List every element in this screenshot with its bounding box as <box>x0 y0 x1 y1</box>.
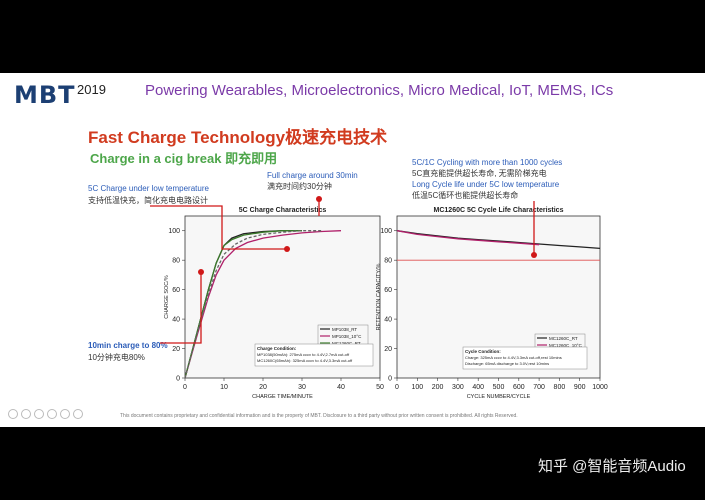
series-line <box>184 230 302 379</box>
year-label: 2019 <box>77 82 106 97</box>
x-tick-label: 50 <box>376 384 384 391</box>
condition-line: Charge: 325mA cccv to 4.4V,3.3mA cut-off… <box>465 355 562 360</box>
y-tick-label: 40 <box>172 317 180 324</box>
mbt-logo: MBT <box>14 81 76 109</box>
legend-label: MP1038_RT <box>332 327 357 332</box>
series-line <box>396 230 540 246</box>
x-tick-label: 800 <box>554 384 566 391</box>
y-tick-label: 0 <box>176 376 180 383</box>
presentation-slide: MBT 2019 Powering Wearables, Microelectr… <box>0 73 705 427</box>
condition-box <box>254 343 374 367</box>
next-icon[interactable] <box>21 409 31 419</box>
full-charge-note-cn: 满充时间约30分钟 <box>267 182 332 191</box>
condition-box <box>462 346 588 370</box>
y-tick-label: 80 <box>384 258 392 265</box>
chart-2: MC1260C 5C Cycle Life Characteristics 0 20… <box>376 207 608 400</box>
callout-line <box>160 272 202 344</box>
series-line <box>396 230 601 250</box>
ten-min-note-cn: 10分钟充电80% <box>88 353 145 362</box>
prev-icon[interactable] <box>8 409 18 419</box>
legend-label: MC1260C_RT <box>332 341 361 346</box>
x-tick-label: 30 <box>298 384 306 391</box>
long-cycle-note-cn: 低温5C循环也能提供超长寿命 <box>412 191 519 200</box>
x-tick-label: 40 <box>337 384 345 391</box>
confidential-footer: This document contains proprietary and c… <box>120 413 518 419</box>
more-icon[interactable] <box>73 409 83 419</box>
y-axis-label: CHARGE SOC/% <box>164 275 170 319</box>
x-axis-label: CYCLE NUMBER/CYCLE <box>467 394 531 400</box>
x-tick-label: 900 <box>574 384 586 391</box>
y-tick-label: 40 <box>384 317 392 324</box>
y-axis-label: RETENTION CAPACITY/% <box>376 263 382 330</box>
y-tick-label: 100 <box>168 228 180 235</box>
pen-icon[interactable] <box>34 409 44 419</box>
x-tick-label: 100 <box>411 384 423 391</box>
full-charge-note: Full charge around 30min <box>267 171 358 180</box>
x-tick-label: 20 <box>259 384 267 391</box>
series-line <box>184 230 342 379</box>
y-tick-label: 0 <box>388 376 392 383</box>
y-tick-label: 60 <box>172 287 180 294</box>
long-cycle-note: Long Cycle life under 5C low temperature <box>412 180 560 189</box>
legend-label: MC1260C_RT <box>549 336 578 341</box>
x-tick-label: 700 <box>533 384 545 391</box>
cycling-note: 5C/1C Cycling with more than 1000 cycles <box>412 158 563 167</box>
watermark: 知乎 @智能音频Audio <box>538 458 686 475</box>
x-tick-label: 200 <box>432 384 444 391</box>
x-tick-label: 300 <box>452 384 464 391</box>
slide-controls <box>8 409 83 419</box>
low-temp-note-cn: 支持低温快充，简化充电电路设计 <box>88 196 208 205</box>
x-tick-label: 600 <box>513 384 525 391</box>
y-tick-label: 60 <box>384 287 392 294</box>
legend-label: MP1038_10°C <box>332 334 362 339</box>
x-tick-label: 0 <box>183 384 187 391</box>
cycling-note-cn: 5C直充能提供超长寿命, 无需阶梯充电 <box>412 169 547 178</box>
x-tick-label: 1000 <box>592 384 608 391</box>
y-tick-label: 20 <box>384 346 392 353</box>
y-tick-label: 80 <box>172 258 180 265</box>
low-temp-note: 5C Charge under low temperature <box>88 184 209 193</box>
y-tick-label: 20 <box>172 346 180 353</box>
slide-subtitle: Charge in a cig break 即充即用 <box>90 151 278 166</box>
x-tick-label: 10 <box>220 384 228 391</box>
x-axis-label: CHARGE TIME/MINUTE <box>252 394 313 400</box>
ten-min-note: 10min charge to 80% <box>88 341 168 350</box>
x-tick-label: 0 <box>395 384 399 391</box>
condition-line: MC1260C(65mAh): 325mA cccv to 4.4V,3.3mA… <box>257 358 353 363</box>
condition-line: Discharge: 65mA discharge to 3.0V,rest 1… <box>465 361 549 366</box>
callout-line <box>150 205 287 250</box>
condition-title: Charge Condition: <box>257 346 297 351</box>
slide-title: Fast Charge Technology极速充电技术 <box>88 128 388 147</box>
x-tick-label: 400 <box>472 384 484 391</box>
x-tick-label: 500 <box>493 384 505 391</box>
grid-icon[interactable] <box>47 409 57 419</box>
condition-line: MP1038(50mAh): 275mA cccv to 4.4V,2.7mA … <box>257 352 350 357</box>
series-line <box>184 230 322 379</box>
condition-title: Cycle Condition: <box>465 349 501 354</box>
chart-title: 5C Charge Characteristics <box>239 207 327 214</box>
chart-1: 5C Charge Characteristics 0 20 40 60 80 100 0 10… <box>164 207 384 400</box>
chart-title: MC1260C 5C Cycle Life Characteristics <box>434 207 564 214</box>
legend-label: MC1260C_10°C <box>549 343 583 348</box>
y-tick-label: 100 <box>380 228 392 235</box>
tagline: Powering Wearables, Microelectronics, Mi… <box>145 82 614 99</box>
search-icon[interactable] <box>60 409 70 419</box>
